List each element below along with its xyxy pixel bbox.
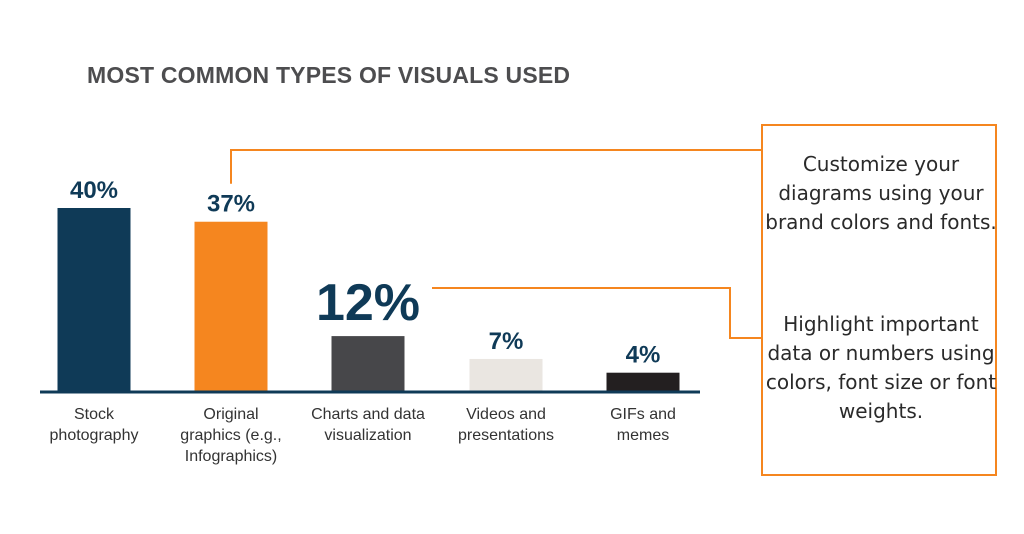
category-label-3: Charts and data visualization	[311, 406, 425, 444]
callout-text-customize: Customize your diagrams using your brand…	[765, 152, 997, 234]
value-label-2: 37%	[207, 191, 255, 218]
value-label-4: 7%	[489, 328, 524, 355]
bar-5	[606, 372, 680, 391]
callout-box: Customize your diagrams using your brand…	[761, 124, 997, 476]
connector-line-37	[230, 149, 762, 184]
callout-text-highlight: Highlight important data or numbers usin…	[765, 312, 997, 423]
category-label-2: Original graphics (e.g., Infographics)	[180, 406, 281, 465]
category-labels: Stock photography Original graphics (e.g., I…	[50, 406, 676, 465]
value-label-5: 4%	[626, 342, 661, 369]
bars	[57, 208, 680, 391]
value-labels: 40% 37% 12% 7% 4%	[70, 177, 660, 369]
connector-line-12	[432, 287, 762, 339]
chart-title: MOST COMMON TYPES OF VISUALS USED	[87, 62, 571, 88]
category-label-5: GIFs and memes	[610, 406, 676, 444]
callout-connectors	[230, 149, 762, 339]
category-label-1: Stock photography	[50, 406, 139, 444]
category-label-4: Videos and presentations	[458, 406, 554, 444]
value-label-1: 40%	[70, 177, 118, 204]
bar-2	[194, 221, 268, 391]
bar-4	[469, 358, 543, 391]
bar-3	[331, 336, 405, 391]
bar-1	[57, 208, 131, 391]
value-label-3: 12%	[316, 274, 420, 332]
